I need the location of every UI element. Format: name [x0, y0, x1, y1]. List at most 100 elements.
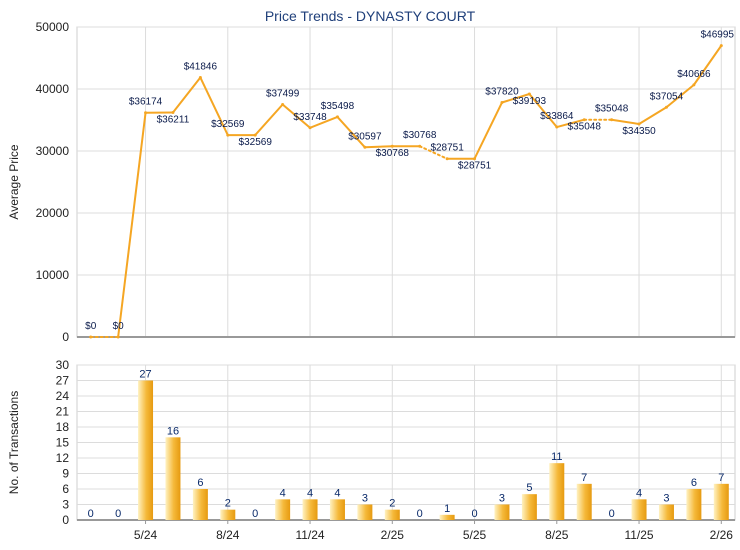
transaction-bar-label: 4	[307, 487, 313, 499]
price-y-tick-label: 30000	[36, 144, 70, 158]
x-tick-label: 2/25	[381, 528, 405, 542]
transaction-bar-label: 0	[417, 508, 423, 520]
transaction-bar-label: 1	[444, 503, 450, 515]
transaction-bar-label: 7	[718, 472, 724, 484]
trans-y-tick-label: 24	[56, 389, 70, 403]
price-y-tick-label: 20000	[36, 206, 70, 220]
price-point	[144, 111, 148, 115]
transaction-bar-label: 3	[663, 493, 669, 505]
price-data-label: $39193	[513, 96, 547, 107]
transaction-bar-label: 27	[139, 369, 151, 381]
price-line-segment	[418, 145, 449, 160]
price-line-segment	[528, 93, 558, 129]
price-line-segment	[692, 44, 723, 86]
trans-y-tick-label: 27	[56, 374, 70, 388]
x-tick-label: 8/25	[545, 528, 569, 542]
price-data-label: $35048	[595, 104, 629, 115]
trans-y-tick-label: 18	[56, 420, 70, 434]
x-tick-label: 11/25	[624, 528, 653, 542]
transaction-bar-label: 6	[691, 477, 697, 489]
transaction-bar-label: 7	[581, 472, 587, 484]
price-point	[719, 44, 723, 48]
transaction-bar	[549, 463, 565, 520]
price-data-label: $32569	[211, 119, 245, 130]
transaction-bar	[521, 494, 537, 520]
price-data-label: $30768	[376, 148, 410, 159]
price-point	[445, 157, 449, 161]
transaction-bar	[192, 489, 208, 520]
price-data-label: $0	[113, 321, 125, 332]
price-line-segment	[363, 145, 394, 149]
price-data-label: $46995	[701, 30, 735, 41]
price-line-segment	[171, 76, 202, 114]
price-line-segment	[638, 106, 668, 126]
x-tick-label: 5/25	[463, 528, 487, 542]
price-data-label: $36174	[129, 97, 163, 108]
price-line-segment	[199, 76, 229, 137]
x-tick-label: 11/24	[295, 528, 324, 542]
price-data-label: $30597	[348, 131, 382, 142]
price-line-segment	[336, 115, 366, 149]
trans-y-tick-label: 0	[62, 513, 69, 527]
price-point	[610, 118, 614, 122]
price-point	[116, 335, 120, 339]
price-line-segment	[473, 101, 503, 160]
trans-y-tick-label: 15	[56, 436, 70, 450]
price-point	[637, 122, 641, 126]
price-y-tick-label: 40000	[36, 82, 70, 96]
price-point	[500, 101, 504, 105]
transaction-bar	[631, 499, 647, 520]
price-data-label: $0	[85, 321, 97, 332]
price-data-label: $36211	[157, 114, 190, 125]
transaction-bar-label: 5	[526, 482, 532, 494]
price-y-tick-label: 50000	[36, 20, 70, 34]
transaction-bar-label: 11	[551, 451, 562, 463]
price-point	[253, 133, 257, 137]
transaction-bar-label: 6	[197, 477, 203, 489]
price-data-label: $40666	[677, 69, 711, 80]
transaction-bar-label: 16	[167, 425, 179, 437]
price-point	[281, 103, 285, 107]
transaction-bar-label: 0	[609, 508, 615, 520]
transaction-bar	[302, 499, 318, 520]
trans-y-tick-label: 6	[62, 482, 69, 496]
transaction-bar	[275, 499, 291, 520]
price-line-segment	[309, 115, 339, 129]
x-tick-label: 2/26	[710, 528, 734, 542]
transaction-bar-label: 0	[115, 508, 121, 520]
price-point	[692, 83, 696, 87]
price-line-segment	[117, 111, 147, 338]
price-data-label: $34350	[622, 126, 656, 137]
trans-y-tick-label: 21	[56, 405, 70, 419]
transaction-bar-label: 0	[471, 508, 477, 520]
chart-title: Price Trends - DYNASTY COURT	[265, 8, 476, 24]
transaction-bar	[439, 514, 455, 520]
transaction-bar	[357, 504, 373, 520]
transaction-bar	[138, 380, 154, 520]
transaction-bar	[658, 504, 674, 520]
x-tick-label: 8/24	[216, 528, 240, 542]
price-y-tick-label: 10000	[36, 268, 70, 282]
transaction-bar	[686, 489, 702, 520]
price-point	[473, 157, 477, 161]
price-data-label: $33748	[293, 112, 327, 123]
transaction-bar-label: 3	[499, 493, 505, 505]
price-point	[390, 144, 394, 148]
transaction-bar	[384, 509, 400, 520]
x-tick-label: 5/24	[134, 528, 158, 542]
price-line-segment	[610, 118, 641, 126]
transaction-bar	[329, 499, 345, 520]
transaction-bar-label: 0	[252, 508, 258, 520]
price-point	[335, 115, 339, 119]
price-data-label: $28751	[430, 143, 464, 154]
trans-y-axis-title: No. of Transactions	[7, 391, 21, 494]
transaction-bar	[220, 509, 236, 520]
price-data-label: $28751	[458, 161, 492, 172]
price-line-segment	[665, 83, 695, 109]
price-data-label: $33864	[540, 111, 574, 122]
transaction-bar-label: 0	[88, 508, 94, 520]
price-point	[89, 335, 93, 339]
